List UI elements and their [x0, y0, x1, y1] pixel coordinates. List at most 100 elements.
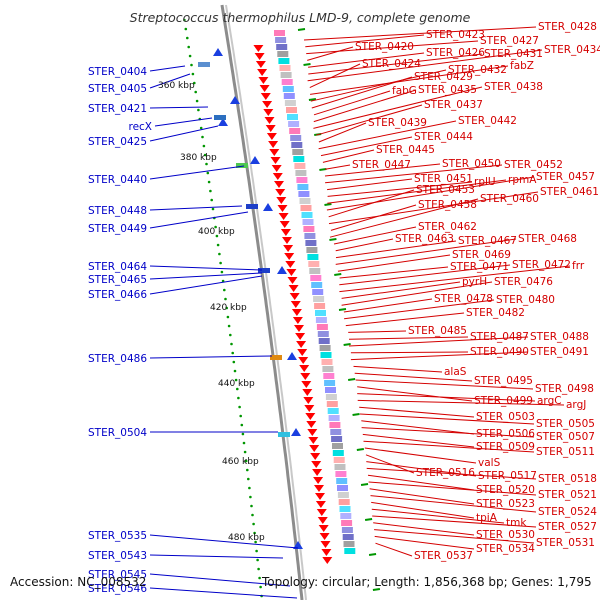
left-gene-label[interactable]: STER_0546	[88, 583, 147, 595]
left-gene-label[interactable]: STER_0448	[88, 205, 147, 217]
left-gene-label[interactable]: STER_0543	[88, 550, 147, 562]
left-gene-label[interactable]: STER_0535	[88, 530, 147, 542]
left-gene-label[interactable]: STER_0466	[88, 289, 147, 301]
right-gene-label[interactable]: STER_0521	[538, 489, 597, 501]
right-label-leader	[327, 179, 507, 204]
feature-block	[338, 499, 350, 505]
left-gene-label[interactable]: STER_0404	[88, 66, 147, 78]
right-label-leader	[374, 535, 475, 550]
right-gene-label[interactable]: STER_0437	[424, 99, 483, 111]
feature-block	[325, 394, 337, 400]
feature-block	[315, 317, 327, 323]
feature-block	[294, 163, 306, 169]
right-gene-label[interactable]: STER_0491	[530, 346, 589, 358]
right-gene-label[interactable]: STER_0495	[474, 375, 533, 387]
right-gene-label[interactable]: STER_0460	[480, 193, 539, 205]
right-gene-label[interactable]: STER_0482	[466, 307, 525, 319]
right-gene-label[interactable]: STER_0517	[478, 470, 537, 482]
right-gene-label[interactable]: STER_0451	[414, 173, 473, 185]
left-gene-label[interactable]: recX	[128, 121, 152, 133]
right-label-leader	[335, 240, 457, 259]
right-gene-label[interactable]: STER_0527	[538, 521, 597, 533]
left-gene-label[interactable]: STER_0405	[88, 83, 147, 95]
right-gene-label[interactable]: STER_0427	[480, 35, 539, 47]
right-gene-label[interactable]: STER_0467	[458, 235, 517, 247]
ruler-dot	[240, 423, 244, 427]
right-gene-label[interactable]: STER_0520	[476, 484, 535, 496]
right-gene-label[interactable]: STER_0439	[368, 117, 427, 129]
right-gene-label[interactable]: STER_0509	[476, 441, 535, 453]
right-gene-label[interactable]: STER_0452	[504, 159, 563, 171]
right-gene-label[interactable]: STER_0498	[535, 383, 594, 395]
right-gene-label[interactable]: STER_0476	[494, 276, 553, 288]
left-gene-label[interactable]: STER_0449	[88, 223, 147, 235]
right-gene-label[interactable]: STER_0445	[376, 144, 435, 156]
right-gene-label[interactable]: STER_0531	[536, 537, 595, 549]
left-gene-label[interactable]: STER_0545	[88, 569, 147, 581]
right-gene-label[interactable]: STER_0435	[418, 84, 477, 96]
right-gene-label[interactable]: rpmA	[508, 174, 537, 186]
right-gene-label[interactable]: fabG	[392, 85, 417, 97]
right-gene-label[interactable]: argC	[537, 395, 562, 407]
right-gene-label[interactable]: STER_0537	[414, 550, 473, 562]
right-gene-label[interactable]: STER_0480	[496, 294, 555, 306]
right-gene-label[interactable]: fabZ	[510, 60, 534, 72]
left-gene-label[interactable]: STER_0486	[88, 353, 147, 365]
right-gene-label[interactable]: STER_0461	[540, 186, 599, 198]
right-gene-label[interactable]: STER_0524	[538, 506, 597, 518]
right-gene-label[interactable]: STER_0487	[470, 331, 529, 343]
right-gene-label[interactable]: STER_0488	[530, 331, 589, 343]
right-gene-label[interactable]: alaS	[444, 366, 467, 378]
right-gene-label[interactable]: pyrH	[462, 276, 487, 288]
right-gene-label[interactable]: STER_0468	[518, 233, 577, 245]
left-gene-label[interactable]: STER_0465	[88, 274, 147, 286]
right-gene-label[interactable]: STER_0462	[418, 221, 477, 233]
right-gene-label[interactable]: STER_0447	[352, 159, 411, 171]
right-gene-label[interactable]: STER_0506	[476, 428, 535, 440]
right-gene-label[interactable]: STER_0490	[470, 346, 529, 358]
right-gene-label[interactable]: STER_0518	[538, 473, 597, 485]
feature-block	[292, 149, 304, 155]
right-gene-label[interactable]: STER_0429	[414, 71, 473, 83]
left-gene-label[interactable]: STER_0464	[88, 261, 147, 273]
right-gene-label[interactable]: tmk	[506, 517, 527, 529]
right-gene-label[interactable]: STER_0444	[414, 131, 473, 143]
right-gene-label[interactable]: STER_0453	[416, 184, 475, 196]
right-gene-label[interactable]: STER_0442	[458, 115, 517, 127]
right-gene-label[interactable]: STER_0503	[476, 411, 535, 423]
right-gene-label[interactable]: STER_0423	[426, 29, 485, 41]
right-gene-label[interactable]: STER_0432	[448, 64, 507, 76]
right-gene-label[interactable]: rplU	[474, 176, 496, 188]
right-gene-label[interactable]: frr	[572, 260, 585, 272]
right-gene-label[interactable]: STER_0438	[484, 81, 543, 93]
right-gene-label[interactable]: STER_0523	[476, 498, 535, 510]
kbp-label: 460 kbp	[222, 457, 259, 467]
left-gene-label[interactable]: STER_0421	[88, 103, 147, 115]
right-gene-label[interactable]: STER_0469	[452, 249, 511, 261]
left-gene-label[interactable]: STER_0440	[88, 174, 147, 186]
ruler-dot	[191, 72, 195, 76]
gene-arrow	[253, 45, 264, 52]
right-gene-label[interactable]: STER_0457	[536, 171, 595, 183]
right-label-leader	[359, 406, 475, 418]
right-gene-label[interactable]: STER_0458	[418, 199, 477, 211]
right-gene-label[interactable]: argJ	[566, 399, 586, 411]
right-gene-label[interactable]: STER_0478	[434, 293, 493, 305]
right-gene-label[interactable]: STER_0463	[395, 233, 454, 245]
left-gene-label[interactable]: STER_0504	[88, 427, 147, 439]
right-label-leader	[335, 238, 394, 252]
left-gene-label[interactable]: STER_0425	[88, 136, 147, 148]
right-gene-label[interactable]: STER_0434	[544, 44, 600, 56]
gene-arrow	[279, 221, 290, 228]
right-gene-label[interactable]: valS	[478, 457, 501, 469]
right-gene-label[interactable]: STER_0428	[538, 21, 597, 33]
right-gene-label[interactable]: STER_0420	[355, 41, 414, 53]
right-gene-label[interactable]: STER_0534	[476, 543, 535, 555]
right-gene-label[interactable]: STER_0511	[536, 446, 595, 458]
right-gene-label[interactable]: STER_0530	[476, 529, 535, 541]
right-gene-label[interactable]: STER_0426	[426, 47, 485, 59]
right-gene-label[interactable]: STER_0424	[362, 58, 421, 70]
right-gene-label[interactable]: STER_0505	[536, 418, 595, 430]
right-gene-label[interactable]: STER_0507	[536, 431, 595, 443]
right-gene-label[interactable]: STER_0485	[408, 325, 467, 337]
